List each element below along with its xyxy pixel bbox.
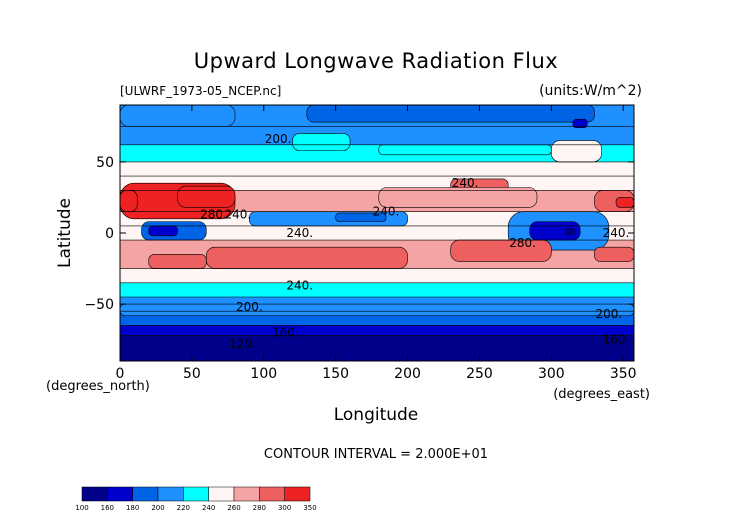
heatmap-patch <box>572 118 588 129</box>
heatmap-patch <box>335 212 387 222</box>
heatmap-patch <box>148 225 178 237</box>
contour-label: 120. <box>229 337 256 351</box>
heatmap-patch <box>450 239 552 262</box>
heatmap-patch <box>119 303 635 316</box>
heatmap-patch <box>119 190 138 212</box>
colorbar-swatch <box>157 486 184 502</box>
heatmap-patch <box>378 144 552 156</box>
heatmap-patch <box>551 140 602 163</box>
contour-label: 200. <box>595 307 622 321</box>
contour-label: 240. <box>452 176 479 190</box>
chart-title: Upward Longwave Radiation Flux <box>194 49 558 73</box>
x-tick-label: 200 <box>394 366 421 382</box>
contour-lines <box>120 126 634 362</box>
heatmap-patch <box>594 246 635 262</box>
colorbar-swatch <box>183 486 209 502</box>
y-tick-label: 0 <box>105 226 114 242</box>
contour-labels: 200.240.280.240. 240.240.280.240.240.200.… <box>200 132 629 351</box>
contour-interval-text: CONTOUR INTERVAL = 2.000E+01 <box>264 447 488 462</box>
y-axis: −50 0 50 <box>84 155 634 313</box>
colorbar-swatch <box>132 486 159 502</box>
contour-label: 240. <box>286 226 313 240</box>
colorbar-label: 100 <box>75 504 88 512</box>
colorbar-swatch <box>81 486 108 502</box>
y-tick-label: −50 <box>84 297 114 313</box>
heatmap-band <box>120 126 634 145</box>
colorbar-label: 260 <box>227 504 240 512</box>
x-axis-label: Longitude <box>334 405 419 425</box>
x-axis: 0 50 100 150 200 250 300 350 <box>116 105 637 382</box>
heatmap-band <box>120 161 634 177</box>
contour-label: 240. <box>603 226 630 240</box>
heatmap-patch <box>292 133 351 151</box>
x-tick-label: 300 <box>538 366 565 382</box>
colorbar-label: 200 <box>151 504 164 512</box>
x-tick-label: 100 <box>250 366 277 382</box>
colorbar-swatch <box>233 486 260 502</box>
colorbar-label: 350 <box>303 504 316 512</box>
x-tick-label: 250 <box>466 366 493 382</box>
contour-label: 280. <box>509 236 536 250</box>
heatmap-patch <box>205 246 408 269</box>
colorbar-label: 280 <box>253 504 266 512</box>
contour-label: 200. <box>236 300 263 314</box>
x-tick-label: 0 <box>116 366 125 382</box>
colorbar-swatch <box>259 486 285 502</box>
y-axis-unit-label: (degrees_north) <box>46 379 150 394</box>
heatmap-patch <box>177 185 236 208</box>
heatmap-band <box>120 225 634 241</box>
heatmap-band <box>120 325 634 336</box>
contour-label: 240. <box>225 208 252 222</box>
contour-label: 280. <box>200 208 227 222</box>
heatmap-patch <box>378 187 538 208</box>
heatmap-band <box>120 282 634 297</box>
colorbar-label: 300 <box>278 504 291 512</box>
y-tick-label: 50 <box>96 155 114 171</box>
units-label: (units:W/m^2) <box>539 83 642 99</box>
colorbar-swatch <box>107 486 133 502</box>
source-label: [ULWRF_1973-05_NCEP.nc] <box>120 84 281 98</box>
heatmap-patch <box>148 254 207 269</box>
heatmap-patch <box>615 197 635 208</box>
heatmap-band <box>120 268 634 283</box>
colorbar-label: 180 <box>126 504 139 512</box>
x-tick-label: 350 <box>610 366 637 382</box>
x-tick-label: 50 <box>183 366 201 382</box>
contour-label: 240. <box>286 279 313 293</box>
contour-label: 160. <box>603 333 630 347</box>
colorbar-label: 240 <box>202 504 215 512</box>
heatmap-patch <box>565 228 575 235</box>
x-tick-label: 150 <box>322 366 349 382</box>
heatmap-field <box>119 104 635 361</box>
colorbar-label: 220 <box>177 504 190 512</box>
contour-label: 200. <box>265 132 292 146</box>
contour-label: 160. <box>272 326 299 340</box>
heatmap-band <box>120 335 634 361</box>
colorbar: 100 160 180 200 220 240 260 280 300 350 <box>75 486 317 512</box>
colorbar-swatch <box>284 486 311 502</box>
x-axis-unit-label: (degrees_east) <box>553 387 650 402</box>
colorbar-swatch <box>208 486 235 502</box>
heatmap-patch <box>119 104 236 127</box>
contour-label: 240. <box>373 205 400 219</box>
colorbar-label: 160 <box>101 504 114 512</box>
y-axis-label: Latitude <box>55 198 75 268</box>
